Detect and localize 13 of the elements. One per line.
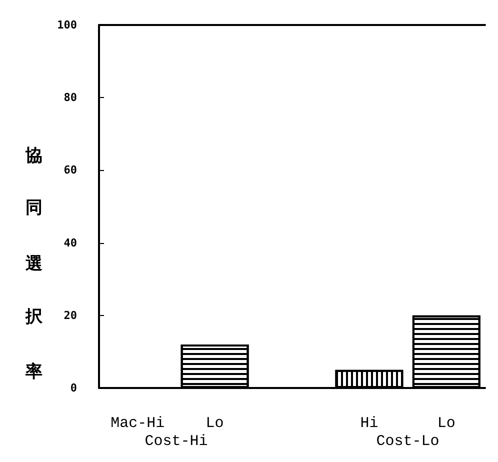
y-tick-label: 100 xyxy=(57,18,77,32)
x-tick-label: Mac-Hi xyxy=(110,415,165,432)
text: Cost-Hi xyxy=(144,433,208,450)
y-axis-title: 協同選択率 xyxy=(24,132,44,402)
y-tick-label: 0 xyxy=(70,382,77,394)
y-tick-label: 60 xyxy=(64,164,77,177)
y-tick-label: 40 xyxy=(64,236,77,250)
y-tick-label: 80 xyxy=(64,91,77,104)
x-tick-label: Lo xyxy=(437,415,456,432)
x-tick-label: Lo xyxy=(206,415,224,432)
text: Cost-Lo xyxy=(376,433,440,450)
x-tick-label: Hi xyxy=(360,415,378,432)
y-tick-label: 20 xyxy=(64,308,77,322)
